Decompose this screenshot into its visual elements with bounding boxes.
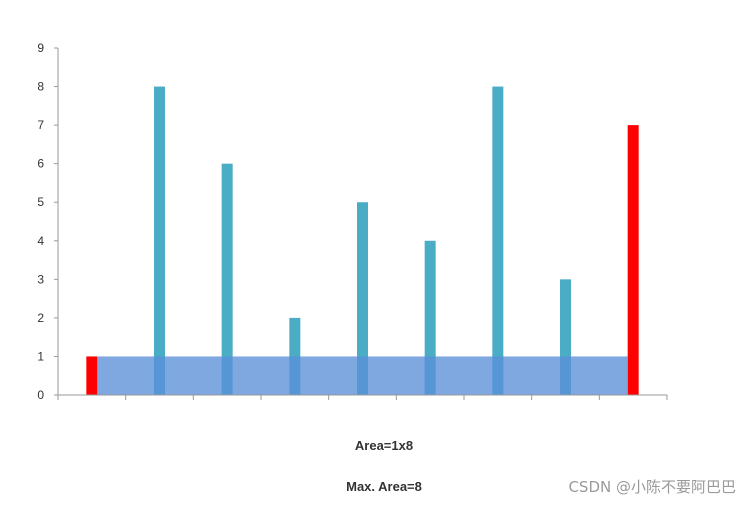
y-tick-label: 3 <box>37 272 44 286</box>
bar <box>357 202 368 395</box>
bar <box>492 86 504 396</box>
watermark: CSDN @小陈不要阿巴巴 <box>568 478 736 496</box>
axes-layer: 0 1 2 3 4 5 6 7 8 9 <box>37 41 668 402</box>
highlighted-bar <box>86 356 98 395</box>
y-tick-label: 4 <box>37 234 44 248</box>
max-area-caption: Max. Area=8 <box>346 479 422 494</box>
y-tick-label: 6 <box>37 157 44 171</box>
area-caption: Area=1x8 <box>354 438 414 453</box>
y-tick-label: 5 <box>37 195 44 209</box>
highlighted-bar <box>627 125 639 395</box>
bars-layer <box>86 86 639 396</box>
y-tick-label: 0 <box>37 388 44 402</box>
bar <box>560 279 571 395</box>
bar-chart: 0 1 2 3 4 5 6 7 8 9 <box>37 41 668 402</box>
y-tick-label: 9 <box>37 41 44 55</box>
y-tick-label: 1 <box>37 349 44 363</box>
bar <box>154 86 165 396</box>
bar <box>424 240 436 395</box>
bar <box>221 163 233 395</box>
y-tick-label: 7 <box>37 118 44 132</box>
y-tick-label: 2 <box>37 311 44 325</box>
area-rectangle <box>97 356 628 395</box>
y-tick-label: 8 <box>37 80 44 94</box>
